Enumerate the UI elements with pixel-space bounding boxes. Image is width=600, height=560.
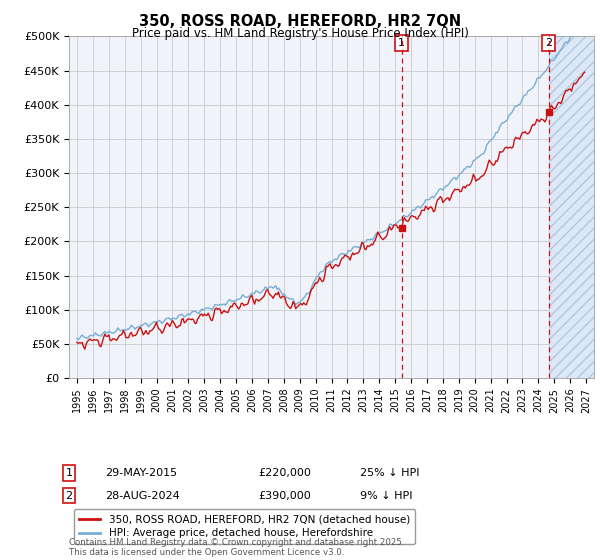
Text: 9% ↓ HPI: 9% ↓ HPI <box>360 491 413 501</box>
Text: 2: 2 <box>65 491 73 501</box>
Text: 28-AUG-2024: 28-AUG-2024 <box>105 491 180 501</box>
Text: 1: 1 <box>65 468 73 478</box>
Text: Price paid vs. HM Land Registry's House Price Index (HPI): Price paid vs. HM Land Registry's House … <box>131 27 469 40</box>
Text: 29-MAY-2015: 29-MAY-2015 <box>105 468 177 478</box>
Text: £390,000: £390,000 <box>258 491 311 501</box>
Bar <box>549 36 594 378</box>
Legend: 350, ROSS ROAD, HEREFORD, HR2 7QN (detached house), HPI: Average price, detached: 350, ROSS ROAD, HEREFORD, HR2 7QN (detac… <box>74 509 415 544</box>
Text: Contains HM Land Registry data © Crown copyright and database right 2025.
This d: Contains HM Land Registry data © Crown c… <box>69 538 404 557</box>
Text: £220,000: £220,000 <box>258 468 311 478</box>
Text: 2: 2 <box>545 38 553 48</box>
Text: 350, ROSS ROAD, HEREFORD, HR2 7QN: 350, ROSS ROAD, HEREFORD, HR2 7QN <box>139 14 461 29</box>
Text: 1: 1 <box>398 38 405 48</box>
Text: 25% ↓ HPI: 25% ↓ HPI <box>360 468 419 478</box>
Bar <box>549 36 594 378</box>
